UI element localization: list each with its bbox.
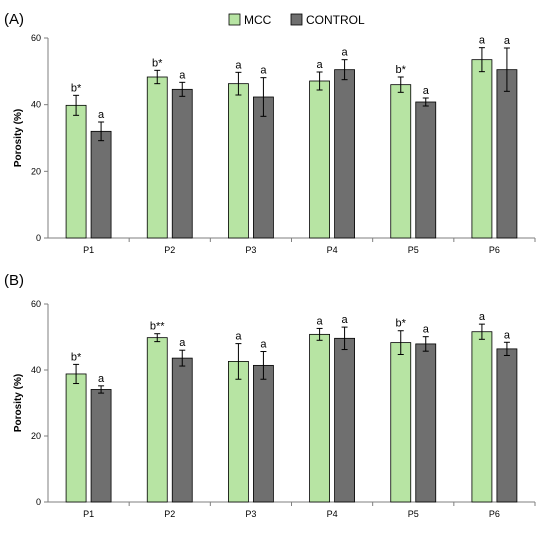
bar-a-mcc-p6: [471, 59, 493, 239]
legend-label-mcc: MCC: [244, 13, 272, 27]
x-tick-label-b-0: P1: [83, 509, 94, 519]
significance-label-a-mcc-p1: b*: [71, 82, 82, 94]
y-tick-label-b-2: 40: [31, 365, 41, 375]
bar-b-mcc-p4: [309, 333, 330, 503]
y-tick-label-a-1: 20: [31, 166, 41, 176]
significance-label-a-control-p2: a: [179, 69, 186, 81]
significance-label-b-control-p4: a: [342, 314, 349, 326]
significance-label-b-mcc-p2: b**: [150, 321, 165, 333]
y-tick-label-b-1: 20: [31, 431, 41, 441]
bar-a-control-p4: [334, 69, 355, 239]
panel-a-label: (A): [4, 11, 24, 28]
panel-a: (A) Porosity (%) 0 20 40 60 P1 b* a P2 b* a P3 a a P4…: [4, 11, 536, 255]
bar-a-mcc-p2: [146, 76, 168, 239]
x-tick-label-b-5: P6: [489, 509, 500, 519]
significance-label-b-control-p5: a: [423, 324, 430, 336]
bar-a-mcc-p5: [390, 84, 412, 239]
legend-swatch-control: [290, 13, 303, 26]
bar-b-control-p5: [415, 343, 437, 503]
panel-b-ylabel: Porosity (%): [13, 374, 24, 432]
significance-label-a-control-p3: a: [260, 65, 267, 77]
significance-label-b-mcc-p3: a: [235, 331, 242, 343]
significance-label-a-mcc-p2: b*: [152, 57, 163, 69]
bar-b-control-p2: [171, 357, 193, 503]
panel-a-ylabel: Porosity (%): [13, 109, 24, 167]
significance-label-b-control-p2: a: [179, 337, 186, 349]
x-tick-label-a-3: P4: [327, 245, 338, 255]
y-tick-label-a-2: 40: [31, 100, 41, 110]
significance-label-a-control-p6: a: [504, 35, 511, 47]
bar-b-mcc-p6: [471, 331, 493, 503]
bar-a-mcc-p4: [309, 80, 330, 239]
significance-label-b-control-p3: a: [260, 339, 267, 351]
bar-b-control-p1: [90, 389, 112, 503]
significance-label-b-control-p6: a: [504, 329, 511, 341]
x-tick-label-b-4: P5: [408, 509, 419, 519]
bar-b-control-p6: [496, 348, 518, 503]
significance-label-b-mcc-p5: b*: [396, 318, 407, 330]
bar-b-mcc-p2: [146, 337, 168, 503]
significance-label-a-control-p5: a: [423, 85, 430, 97]
bar-b-mcc-p3: [228, 361, 249, 503]
bar-b-mcc-p1: [65, 373, 87, 503]
y-tick-label-a-0: 0: [36, 233, 41, 243]
significance-label-b-control-p1: a: [98, 373, 105, 385]
panel-b: (B) Porosity (%) 0 20 40 60 P1 b* a P2 b** a P3 a a P…: [4, 272, 536, 519]
bar-a-control-p5: [415, 101, 437, 239]
x-tick-label-a-2: P3: [245, 245, 256, 255]
x-tick-label-b-2: P3: [245, 509, 256, 519]
bar-b-control-p3: [253, 364, 274, 503]
x-tick-label-a-0: P1: [83, 245, 94, 255]
significance-label-a-mcc-p5: b*: [396, 64, 407, 76]
x-tick-label-a-1: P2: [164, 245, 175, 255]
significance-label-a-control-p1: a: [98, 109, 105, 121]
legend-swatch-mcc: [228, 13, 241, 26]
significance-label-a-mcc-p6: a: [479, 35, 486, 47]
bar-b-mcc-p5: [390, 342, 412, 503]
significance-label-a-mcc-p3: a: [235, 59, 242, 71]
x-tick-label-b-3: P4: [327, 509, 338, 519]
bar-a-mcc-p1: [65, 104, 87, 239]
bar-a-control-p6: [496, 69, 518, 239]
significance-label-b-mcc-p4: a: [317, 315, 324, 327]
bar-a-control-p2: [171, 88, 193, 239]
significance-label-b-mcc-p6: a: [479, 311, 486, 323]
legend-label-control: CONTROL: [306, 13, 365, 27]
x-tick-label-b-1: P2: [164, 509, 175, 519]
y-tick-label-b-0: 0: [36, 497, 41, 507]
bar-b-control-p4: [334, 337, 355, 503]
bar-a-control-p3: [253, 96, 274, 239]
significance-label-a-control-p4: a: [342, 47, 349, 59]
significance-label-a-mcc-p4: a: [317, 59, 324, 71]
y-tick-label-b-3: 60: [31, 299, 41, 309]
x-tick-label-a-5: P6: [489, 245, 500, 255]
x-tick-label-a-4: P5: [408, 245, 419, 255]
significance-label-b-mcc-p1: b*: [71, 351, 82, 363]
panel-b-label: (B): [4, 272, 24, 289]
legend: MCC CONTROL: [228, 13, 365, 27]
y-tick-label-a-3: 60: [31, 33, 41, 43]
bar-a-mcc-p3: [228, 83, 249, 239]
bar-a-control-p1: [90, 130, 112, 239]
